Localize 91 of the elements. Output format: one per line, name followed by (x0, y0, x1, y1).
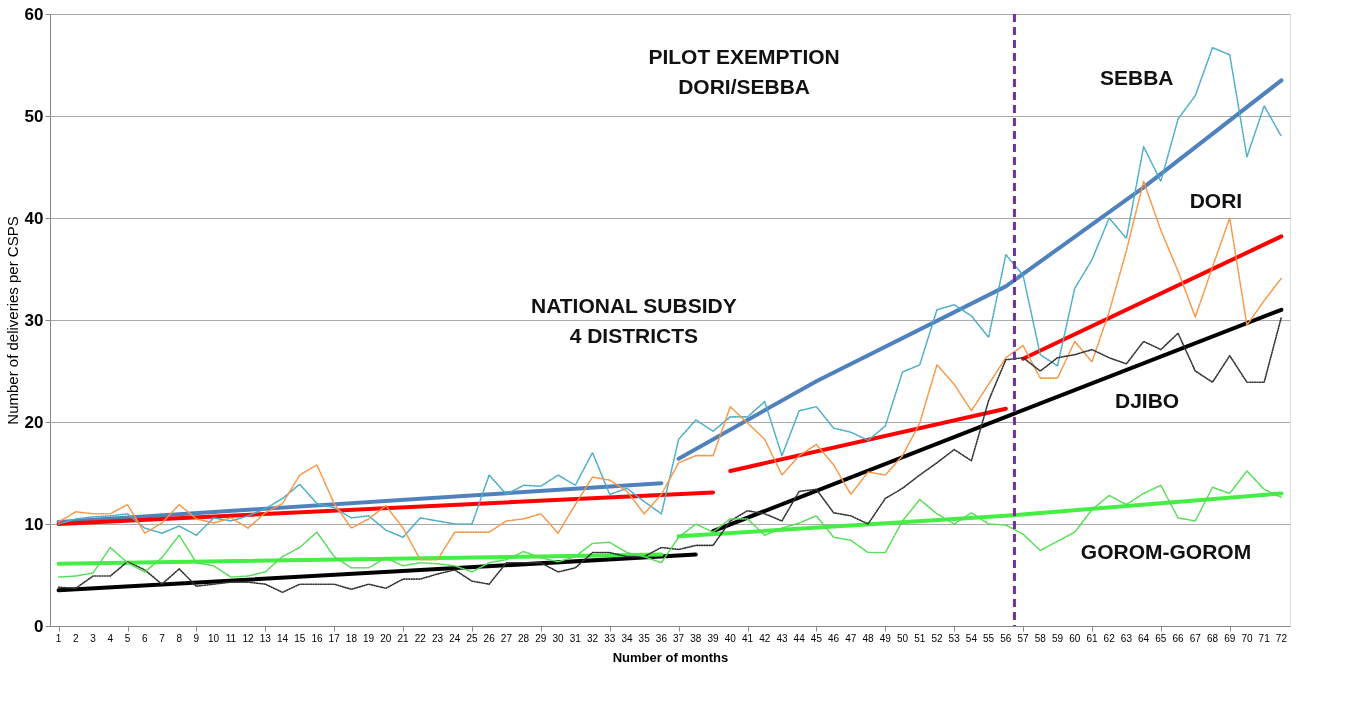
x-tick-label: 5 (124, 633, 131, 644)
annotation: PILOT EXEMPTION DORI/SEBBA (648, 44, 840, 98)
line-series (57, 470, 1283, 578)
x-tick-label: 68 (1206, 633, 1219, 644)
y-tick-label: 60 (24, 4, 44, 24)
x-tick-label: 52 (931, 633, 943, 644)
x-tick-label: 40 (724, 633, 737, 644)
x-tick-label: 44 (793, 633, 806, 644)
x-tick-label: 26 (483, 633, 496, 644)
x-tick-label: 55 (983, 633, 995, 644)
x-tick-label: 2 (73, 633, 80, 644)
x-tick-label: 10 (208, 633, 220, 644)
x-tick-label: 57 (1017, 633, 1030, 644)
x-tick-label: 48 (862, 633, 875, 644)
y-tick-label: 20 (24, 412, 44, 432)
x-tick-label: 70 (1241, 633, 1253, 644)
x-tick-label: 69 (1224, 633, 1236, 644)
x-tick-label: 8 (176, 633, 183, 644)
y-tick-label: 0 (34, 616, 44, 636)
x-tick-label: 28 (518, 633, 530, 644)
line-series (57, 316, 1283, 594)
y-axis-title: Number of deliveries per CSPS (3, 216, 21, 425)
x-axis-title: Number of months (612, 650, 729, 665)
x-tick-label: 59 (1051, 633, 1064, 644)
x-tick-label: 35 (638, 633, 651, 644)
line-series (57, 46, 1283, 539)
line-series (57, 180, 1283, 561)
x-tick-label: 56 (1000, 633, 1012, 644)
annotation: GOROM-GOROM (1080, 539, 1252, 563)
x-tick-label: 47 (845, 633, 857, 644)
x-tick-label: 16 (311, 633, 323, 644)
x-tick-label: 66 (1172, 633, 1185, 644)
x-tick-label: 49 (879, 633, 892, 644)
annotation: DJIBO (1114, 388, 1180, 412)
x-tick-label: 38 (690, 633, 702, 644)
x-tick-label: 30 (552, 633, 565, 644)
x-tick-label: 23 (431, 633, 444, 644)
x-tick-label: 25 (466, 633, 478, 644)
x-tick-label: 39 (707, 633, 720, 644)
x-tick-label: 45 (810, 633, 823, 644)
y-tick-label: 30 (24, 310, 44, 330)
x-tick-label: 46 (828, 633, 840, 644)
x-tick-label: 27 (500, 633, 513, 644)
x-tick-label: 9 (193, 633, 200, 644)
x-tick-label: 31 (569, 633, 582, 644)
x-tick-label: 37 (673, 633, 685, 644)
x-tick-label: 63 (1120, 633, 1133, 644)
x-tick-label: 42 (759, 633, 771, 644)
x-tick-label: 11 (225, 633, 237, 644)
x-tick-label: 50 (896, 633, 909, 644)
x-tick-label: 71 (1258, 633, 1271, 644)
x-tick-label: 33 (604, 633, 616, 644)
x-tick-label: 61 (1086, 633, 1098, 644)
x-tick-label: 6 (141, 633, 148, 644)
x-tick-label: 1 (55, 633, 62, 644)
x-tick-label: 12 (242, 633, 255, 644)
x-tick-label: 7 (159, 633, 166, 644)
y-tick-label: 10 (24, 514, 44, 534)
x-tick-label: 15 (294, 633, 306, 644)
x-tick-label: 32 (586, 633, 599, 644)
x-tick-label: 17 (328, 633, 341, 644)
x-tick-label: 20 (380, 633, 392, 644)
x-tick-label: 14 (276, 633, 289, 644)
x-tick-label: 22 (414, 633, 427, 644)
x-tick-label: 34 (621, 633, 633, 644)
x-tick-label: 19 (363, 633, 375, 644)
x-tick-label: 72 (1275, 633, 1288, 644)
x-tick-label: 62 (1103, 633, 1116, 644)
x-tick-label: 64 (1138, 633, 1150, 644)
x-tick-label: 41 (741, 633, 754, 644)
x-tick-label: 18 (345, 633, 358, 644)
x-tick-label: 21 (397, 633, 410, 644)
annotation: DORI (1189, 188, 1243, 212)
x-tick-label: 58 (1034, 633, 1047, 644)
x-tick-label: 51 (914, 633, 926, 644)
y-tick-label: 50 (24, 106, 44, 126)
x-tick-label: 53 (948, 633, 961, 644)
annotation: NATIONAL SUBSIDY 4 DISTRICTS (530, 293, 737, 347)
annotation: SEBBA (1099, 66, 1174, 90)
x-tick-label: 67 (1189, 633, 1202, 644)
x-tick-label: 4 (107, 633, 114, 644)
x-tick-label: 43 (776, 633, 788, 644)
x-tick-label: 29 (535, 633, 547, 644)
x-tick-label: 24 (449, 633, 461, 644)
x-tick-label: 60 (1069, 633, 1081, 644)
x-tick-label: 65 (1155, 633, 1167, 644)
x-tick-label: 36 (655, 633, 668, 644)
x-tick-label: 54 (965, 633, 978, 644)
y-tick-label: 40 (24, 208, 44, 228)
x-tick-label: 3 (90, 633, 97, 644)
x-tick-label: 13 (259, 633, 272, 644)
